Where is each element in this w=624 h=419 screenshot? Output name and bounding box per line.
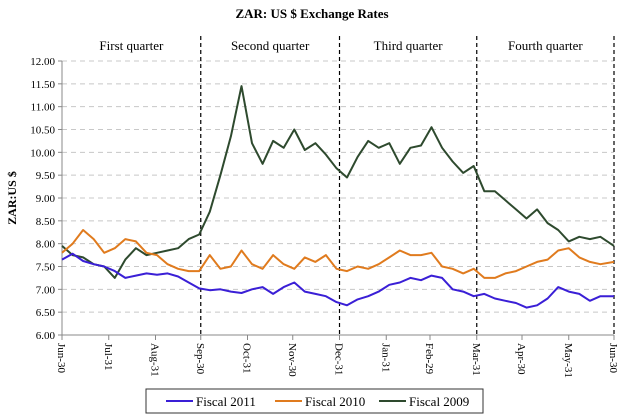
- y-tick-label: 6.00: [36, 330, 56, 342]
- legend-label: Fiscal 2009: [409, 394, 469, 409]
- y-axis-label: ZAR:US $: [5, 171, 19, 225]
- y-tick-label: 6.50: [36, 307, 56, 319]
- x-tick-label: Jan-31: [379, 343, 391, 372]
- x-tick-label: Sep-30: [194, 343, 206, 375]
- legend-box: [145, 388, 484, 414]
- x-tick-label: Jul-31: [102, 343, 114, 371]
- x-axis-ticks: Jun-30 Jul-31 Aug-31 Sep-30 Oct-31 Nov-30 Dec-…: [55, 335, 619, 378]
- x-tick-label: Feb-29: [423, 343, 435, 375]
- quarter-label: Third quarter: [374, 38, 444, 53]
- x-tick-label: Nov-30: [286, 343, 298, 377]
- x-tick-label: Aug-31: [149, 343, 161, 377]
- x-tick-label: Oct-31: [241, 343, 253, 374]
- quarter-labels: First quarter Second quarter Third quarter…: [99, 38, 583, 53]
- x-tick-label: Dec-31: [333, 343, 345, 375]
- x-tick-label: May-31: [562, 343, 574, 378]
- y-axis-ticks: 6.00 6.50 7.00 7.50 8.00 8.50 9.00 9.50 10.00 10.…: [30, 56, 62, 342]
- y-tick-label: 11.50: [31, 79, 56, 91]
- series-line-fiscal-2010: [61, 229, 615, 279]
- quarter-dividers: [200, 36, 615, 335]
- y-tick-label: 11.00: [31, 102, 56, 114]
- gridlines: [62, 60, 614, 313]
- series-lines: [61, 85, 615, 309]
- y-tick-label: 7.50: [36, 262, 56, 274]
- y-tick-label: 7.00: [36, 284, 56, 296]
- legend: Fiscal 2011 Fiscal 2010 Fiscal 2009: [145, 388, 484, 414]
- quarter-label: First quarter: [99, 38, 164, 53]
- y-tick-label: 9.50: [36, 170, 56, 182]
- x-tick-label: Apr-30: [515, 343, 527, 375]
- quarter-label: Fourth quarter: [508, 38, 583, 53]
- legend-label: Fiscal 2011: [196, 394, 256, 409]
- y-tick-label: 9.00: [36, 193, 56, 205]
- y-tick-label: 8.00: [36, 239, 56, 251]
- series-line-fiscal-2011: [61, 252, 614, 309]
- quarter-label: Second quarter: [231, 38, 310, 53]
- y-tick-label: 8.50: [36, 216, 56, 228]
- chart-title: ZAR: US $ Exchange Rates: [235, 6, 388, 21]
- y-tick-label: 10.00: [30, 147, 55, 159]
- x-tick-label: Mar-31: [470, 343, 482, 376]
- legend-label: Fiscal 2010: [305, 394, 365, 409]
- series-line-fiscal-2009: [61, 85, 615, 279]
- x-tick-label: Jun-30: [607, 343, 619, 373]
- y-tick-label: 12.00: [30, 56, 55, 68]
- x-tick-label: Jun-30: [55, 343, 67, 373]
- y-tick-label: 10.50: [30, 125, 55, 137]
